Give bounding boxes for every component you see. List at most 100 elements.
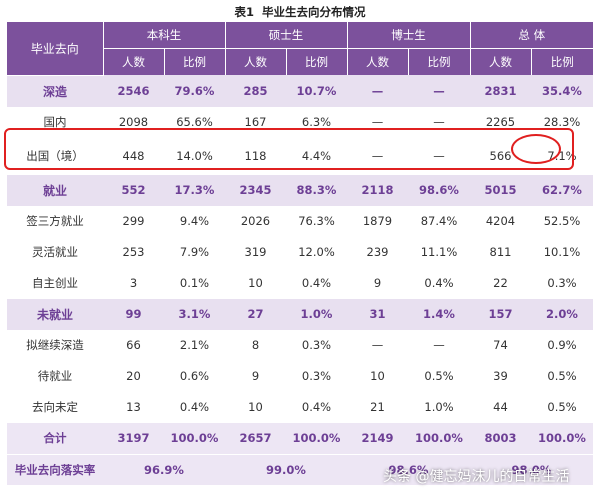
table-row-rate: 毕业去向落实率 96.9% 99.0% 98.6% 98.0% [7, 453, 593, 485]
table-caption: 表1 毕业生去向分布情况 [0, 4, 600, 20]
cell: 2149 [347, 422, 408, 454]
cell: 10 [225, 267, 286, 299]
header-row-groups: 毕业去向 本科生 硕士生 博士生 总 体 [7, 22, 593, 76]
cell: 0.1% [164, 267, 225, 299]
cell: 98.6% [347, 453, 470, 485]
cell: 0.6% [164, 360, 225, 392]
row-label: 签三方就业 [7, 205, 103, 237]
row-label: 国内 [7, 106, 103, 138]
header-group: 博士生 [347, 22, 471, 49]
cell: 10 [347, 360, 408, 392]
cell: 239 [347, 236, 408, 268]
cell: 2265 [470, 106, 531, 138]
cell: 0.4% [164, 391, 225, 423]
table-row: 待就业 20 0.6% 9 0.3% 10 0.5% 39 0.5% [7, 360, 593, 392]
row-label: 合计 [7, 422, 103, 454]
cell: — [408, 106, 470, 138]
row-label: 毕业去向落实率 [7, 453, 103, 485]
header-sub: 比例 [286, 48, 348, 75]
cell: 96.9% [103, 453, 225, 485]
cell: 87.4% [408, 205, 470, 237]
cell: 2026 [225, 205, 286, 237]
graduate-destination-table: 毕业去向 本科生 硕士生 博士生 总 体 人数 比例 人数 比例 人数 比例 人… [7, 22, 593, 485]
cell: 2.0% [531, 298, 593, 330]
cell: 22 [470, 267, 531, 299]
cell: 1879 [347, 205, 408, 237]
cell: 4204 [470, 205, 531, 237]
cell: 552 [103, 174, 164, 206]
cell: 100.0% [408, 422, 470, 454]
cell: 6.3% [286, 106, 347, 138]
cell: 2657 [225, 422, 286, 454]
cell: 39 [470, 360, 531, 392]
cell: 8003 [470, 422, 531, 454]
cell: — [408, 75, 470, 107]
cell: 11.1% [408, 236, 470, 268]
cell: 8 [225, 329, 286, 361]
cell: 10.7% [286, 75, 347, 107]
cell: 0.3% [286, 329, 347, 361]
header-sub: 比例 [408, 48, 471, 75]
table-row: 拟继续深造 66 2.1% 8 0.3% — — 74 0.9% [7, 329, 593, 361]
cell: 1.0% [286, 298, 347, 330]
cell: 44 [470, 391, 531, 423]
cell: 2345 [225, 174, 286, 206]
header-group: 总 体 [470, 22, 593, 49]
cell: 52.5% [531, 205, 593, 237]
caption-number: 表1 [234, 5, 254, 19]
cell: 0.5% [408, 360, 470, 392]
cell: — [347, 75, 408, 107]
cell: 1.0% [408, 391, 470, 423]
cell: 3 [103, 267, 164, 299]
cell: 9 [347, 267, 408, 299]
cell: 88.3% [286, 174, 347, 206]
header-sub: 人数 [347, 48, 409, 75]
header-group: 硕士生 [225, 22, 348, 49]
header-group: 本科生 [103, 22, 226, 49]
cell: — [347, 329, 408, 361]
cell: 28.3% [531, 106, 593, 138]
cell: 3.1% [164, 298, 225, 330]
cell: 299 [103, 205, 164, 237]
row-label: 深造 [7, 75, 103, 107]
cell: 2098 [103, 106, 164, 138]
cell: 253 [103, 236, 164, 268]
cell: 319 [225, 236, 286, 268]
row-label: 未就业 [7, 298, 103, 330]
header-sub: 人数 [470, 48, 532, 75]
cell: 2.1% [164, 329, 225, 361]
cell: 79.6% [164, 75, 225, 107]
cell: 74 [470, 329, 531, 361]
cell: 167 [225, 106, 286, 138]
cell: 35.4% [531, 75, 593, 107]
cell: 0.4% [286, 267, 347, 299]
cell: 12.0% [286, 236, 347, 268]
cell: 17.3% [164, 174, 225, 206]
row-label: 去向未定 [7, 391, 103, 423]
row-label: 就业 [7, 174, 103, 206]
highlight-row-outline [4, 128, 574, 170]
cell: 31 [347, 298, 408, 330]
cell: 2118 [347, 174, 408, 206]
cell: 0.5% [531, 391, 593, 423]
cell: 10.1% [531, 236, 593, 268]
cell: 0.9% [531, 329, 593, 361]
cell: 5015 [470, 174, 531, 206]
cell: 1.4% [408, 298, 470, 330]
cell: 0.4% [286, 391, 347, 423]
header-sub: 比例 [531, 48, 593, 75]
table-row: 签三方就业 299 9.4% 2026 76.3% 1879 87.4% 4204 52… [7, 205, 593, 237]
table-row-total: 合计 3197 100.0% 2657 100.0% 2149 100.0% 8003… [7, 422, 593, 454]
cell: 99 [103, 298, 164, 330]
cell: 100.0% [286, 422, 347, 454]
table-row: 未就业 99 3.1% 27 1.0% 31 1.4% 157 2.0% [7, 298, 593, 330]
cell: — [347, 106, 408, 138]
table-row: 深造 2546 79.6% 285 10.7% — — 2831 35.4% [7, 75, 593, 107]
cell: 285 [225, 75, 286, 107]
table-row: 灵活就业 253 7.9% 319 12.0% 239 11.1% 811 10.1% [7, 236, 593, 268]
cell: 66 [103, 329, 164, 361]
header-row-label: 毕业去向 [7, 22, 104, 76]
row-label: 灵活就业 [7, 236, 103, 268]
table-row: 就业 552 17.3% 2345 88.3% 2118 98.6% 5015 62.7… [7, 174, 593, 206]
cell: 20 [103, 360, 164, 392]
